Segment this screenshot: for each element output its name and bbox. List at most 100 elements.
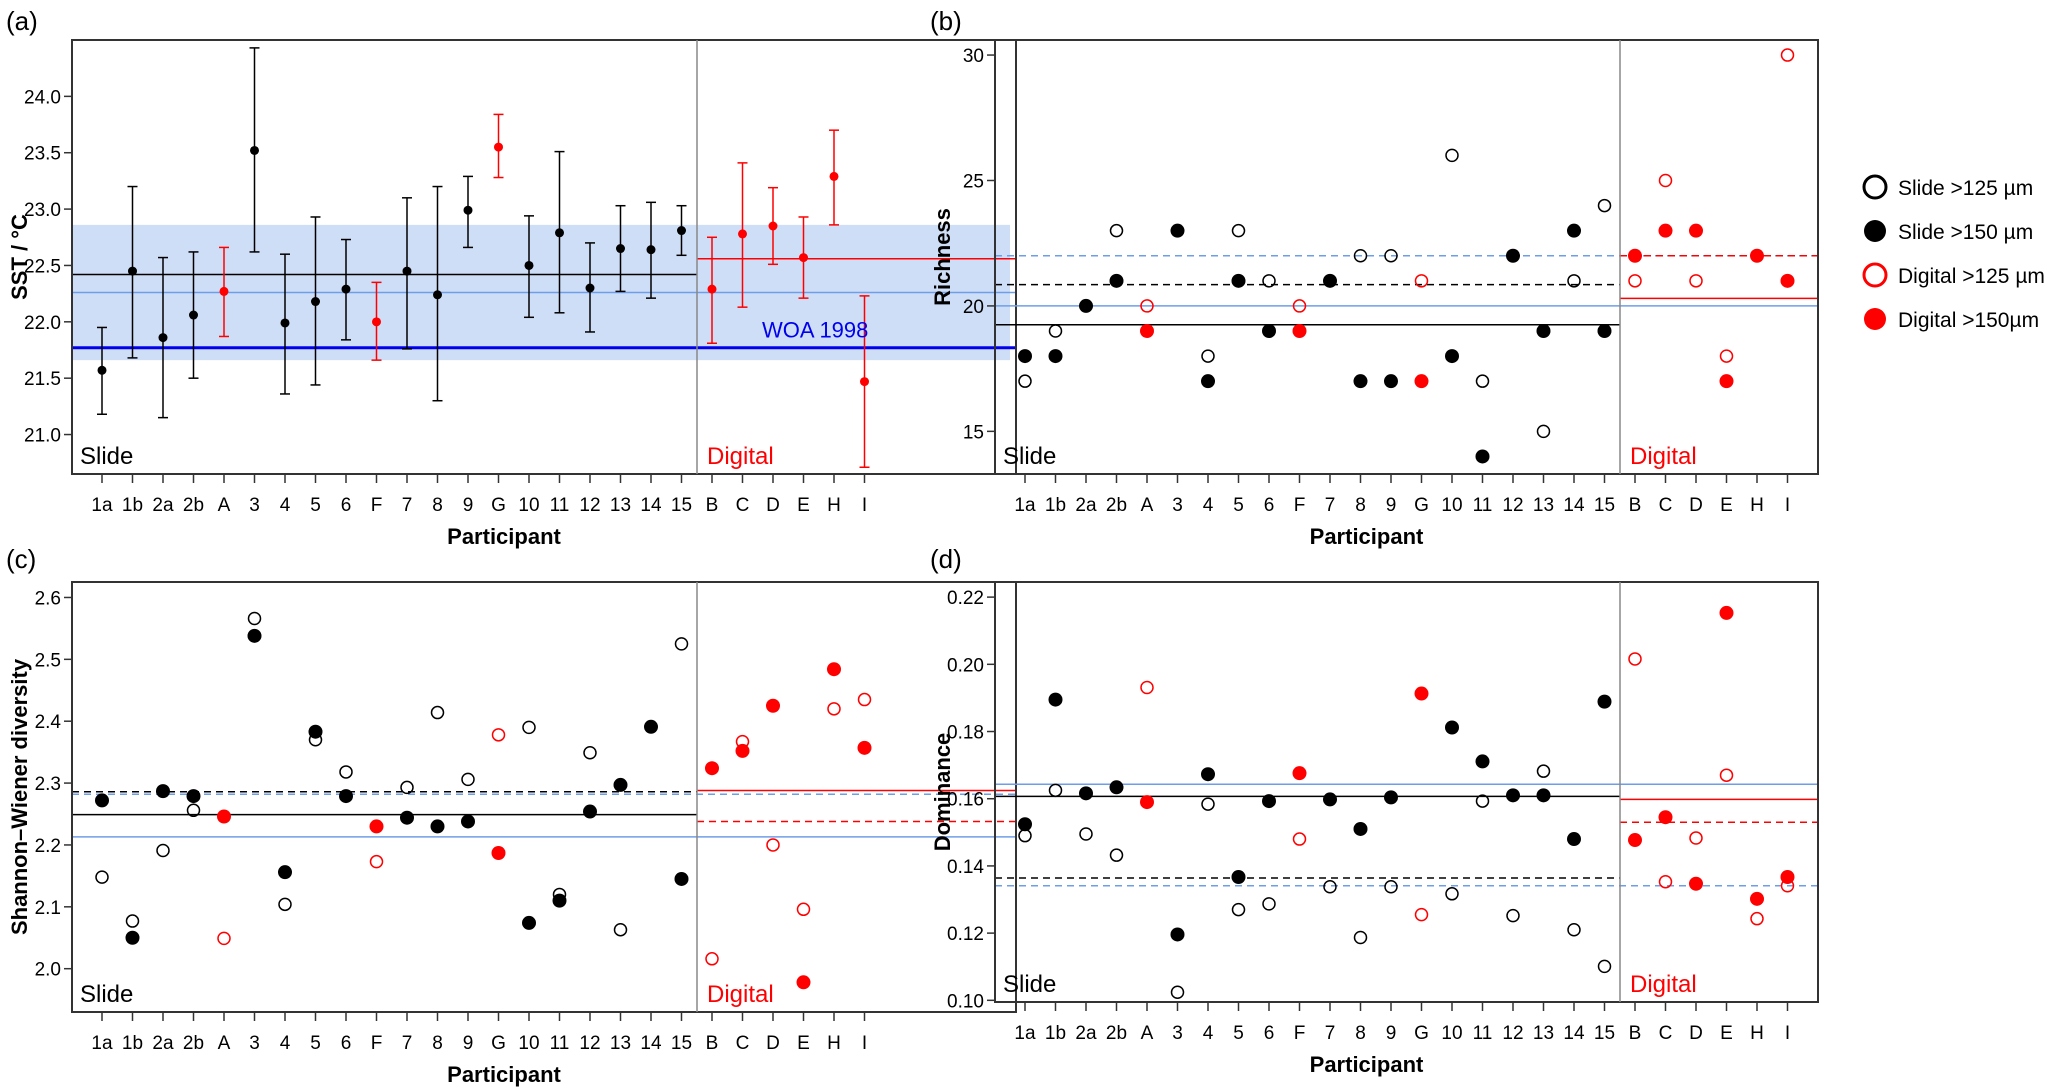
data-point-open <box>1109 848 1124 862</box>
data-point-filled <box>1079 786 1093 801</box>
x-tick-label: 7 <box>402 495 413 516</box>
data-point-open <box>278 897 292 912</box>
data-point-filled <box>1475 754 1490 769</box>
x-tick-label: B <box>1629 1023 1642 1044</box>
x-tick-label: I <box>862 495 867 516</box>
data-point-filled <box>522 915 536 930</box>
x-tick-label: 2b <box>183 495 204 516</box>
data-point-filled <box>1201 767 1215 782</box>
x-tick-label: 11 <box>550 495 570 516</box>
x-tick-label: 8 <box>1355 1023 1366 1044</box>
data-point-filled <box>1384 374 1398 389</box>
data-point <box>372 317 381 327</box>
errorbar-point <box>158 256 168 419</box>
x-tick-label: 15 <box>1594 495 1615 516</box>
data-point-open <box>1353 248 1368 263</box>
y-tick-label: 22.0 <box>24 313 61 334</box>
data-point <box>524 260 534 270</box>
legend-marker-slide-150 <box>1864 220 1886 242</box>
data-point-filled <box>1445 349 1459 364</box>
x-tick-label: 4 <box>1203 495 1214 516</box>
x-tick-label: 1b <box>1045 1023 1066 1044</box>
errorbar-point <box>554 150 565 314</box>
x-tick-label: C <box>736 1033 750 1054</box>
x-tick-label: B <box>706 495 719 516</box>
x-tick-label: 8 <box>432 1033 443 1054</box>
data-point-open <box>1353 930 1368 945</box>
section-label-digital: Digital <box>707 443 774 470</box>
errorbar-point <box>615 204 626 293</box>
y-tick-label: 2.4 <box>35 712 62 733</box>
data-point-filled <box>1567 832 1581 847</box>
y-axis-title: Dominance <box>930 733 955 852</box>
data-point-open <box>583 746 597 760</box>
errorbar-point <box>524 215 534 319</box>
x-tick-label: 15 <box>671 1033 692 1054</box>
data-point-open <box>339 765 353 779</box>
x-tick-label: 1a <box>91 1033 113 1054</box>
x-tick-label: 3 <box>249 1033 260 1054</box>
data-point-open <box>827 702 841 716</box>
errorbar-point <box>859 295 870 468</box>
x-tick-label: A <box>218 1033 231 1054</box>
y-tick-label: 2.6 <box>35 588 61 609</box>
data-point-filled <box>1597 324 1612 339</box>
x-tick-label: 14 <box>1563 495 1585 516</box>
errorbar-point <box>768 186 778 266</box>
data-point-open <box>186 803 201 818</box>
data-point-open <box>1384 248 1398 263</box>
data-point-filled <box>308 724 323 739</box>
data-point <box>219 286 229 296</box>
x-tick-label: A <box>1141 1023 1154 1044</box>
data-point-filled <box>1506 788 1520 803</box>
x-tick-label: 7 <box>1325 495 1336 516</box>
data-point-open <box>766 838 780 852</box>
y-tick-label: 20 <box>963 297 984 318</box>
errorbar-point <box>493 113 504 179</box>
data-point-open <box>1018 828 1032 843</box>
section-label-digital: Digital <box>707 981 774 1008</box>
legend-label: Slide >125 µm <box>1898 177 2033 200</box>
data-point-open <box>1262 274 1276 288</box>
data-point <box>829 171 839 181</box>
x-tick-label: 4 <box>280 495 291 516</box>
data-point-open <box>1201 349 1215 363</box>
data-point <box>311 297 320 307</box>
x-tick-label: E <box>797 1033 810 1054</box>
errorbar-point <box>585 242 595 333</box>
data-point-open <box>1414 274 1429 288</box>
data-point-filled <box>1445 720 1459 735</box>
x-tick-label: 12 <box>1502 1023 1523 1044</box>
x-tick-label: 5 <box>310 1033 321 1054</box>
x-tick-label: 8 <box>432 495 443 516</box>
x-tick-label: 6 <box>1264 495 1275 516</box>
errorbar-point <box>463 175 473 249</box>
x-tick-label: F <box>371 495 383 516</box>
plot-frame <box>71 39 1017 475</box>
data-point-filled <box>186 789 201 804</box>
data-point-filled <box>1567 223 1581 238</box>
data-point-open <box>400 780 414 795</box>
y-tick-label: 22.5 <box>24 256 61 277</box>
x-tick-label: 12 <box>1502 495 1523 516</box>
x-tick-label: 9 <box>463 1033 474 1054</box>
x-tick-label: H <box>1750 495 1764 516</box>
data-point-filled <box>1018 817 1032 832</box>
data-point <box>616 244 625 254</box>
y-tick-label: 0.20 <box>947 655 984 676</box>
panel-label-c: (c) <box>6 544 36 574</box>
data-point-filled <box>1292 766 1307 781</box>
x-axis-title: Participant <box>447 524 561 549</box>
data-point-filled <box>1231 273 1246 288</box>
y-tick-label: 0.10 <box>947 991 984 1012</box>
x-tick-label: 15 <box>1594 1023 1615 1044</box>
y-tick-label: 23.5 <box>24 144 61 165</box>
data-point <box>555 228 564 238</box>
x-tick-label: 2a <box>1075 1023 1097 1044</box>
data-point-filled <box>1780 273 1795 288</box>
data-point-filled <box>1597 694 1612 709</box>
data-point <box>341 284 351 294</box>
data-point-open <box>125 914 140 928</box>
data-point-filled <box>1140 324 1154 339</box>
